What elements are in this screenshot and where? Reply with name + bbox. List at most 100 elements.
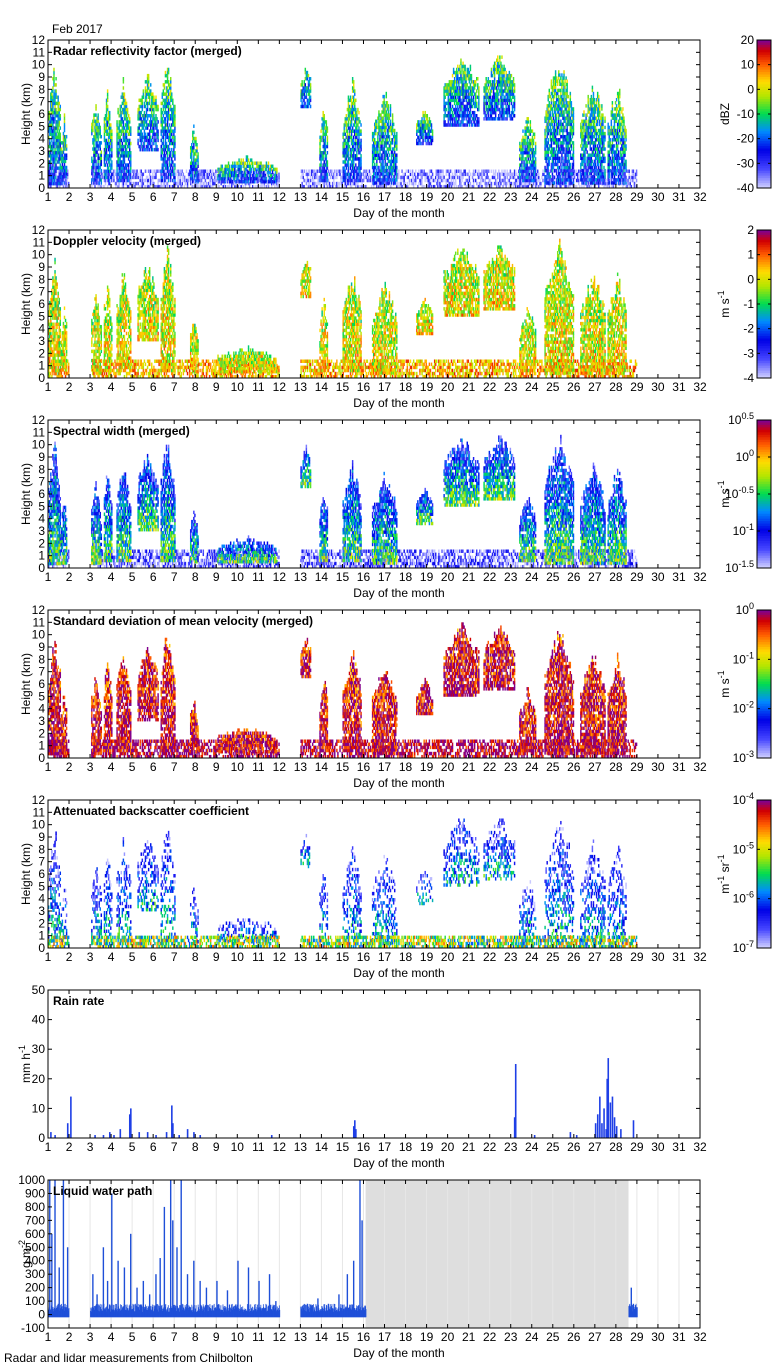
panel-1-cell-680 [106,148,107,151]
panel-1-cell-534 [95,107,96,110]
panel-1-cell-521 [95,153,96,156]
panel-1-cell-562 [97,160,98,163]
panel-1-cell-431 [66,157,67,160]
panel-1-cell-229 [55,77,56,80]
panel-1-cell-1123 [130,151,131,154]
panel-1-cell-526 [95,138,96,141]
panel-1-cell-1111 [129,117,130,120]
panel-1-cell-1024 [126,182,127,185]
panel-1-cell-1270 [145,86,146,89]
panel-1-cell-869 [118,133,119,136]
panel-1-cell-622 [101,141,102,144]
panel-1-cell-965 [123,120,124,123]
panel-1-cell-800 [111,129,112,132]
panel-1-cell-434 [66,144,67,147]
panel-1-cell-122 [52,123,53,126]
panel-1-cell-820 [116,166,117,169]
panel-1-cell-572 [97,120,98,123]
panel-1-cell-187 [54,129,55,132]
panel-1-cell-110 [52,166,53,169]
panel-1-cell-1219 [142,105,143,108]
panel-1-cell-852 [117,108,118,111]
panel-1-cell-1091 [128,114,129,117]
panel-1-cell-227 [55,89,56,92]
panel-1-cell-565 [97,147,98,150]
panel-1-cell-150 [53,139,54,142]
panel-1-cell-1143 [135,176,136,179]
panel-1-cell-712 [107,123,108,126]
panel-1-cell-911 [121,139,122,142]
panel-1-cell-533 [95,113,96,116]
panel-1-cell-952 [123,163,124,166]
panel-1-cell-327 [60,133,61,136]
panel-1-cell-1150 [137,173,138,176]
panel-1-cell-432 [66,153,67,156]
panel-1-cell-797 [111,139,112,142]
panel-1-cell-567 [97,138,98,141]
panel-1-cell-56 [50,151,51,154]
panel-1-cell-361 [62,153,63,156]
panel-1-cell-1241 [144,145,145,148]
panel-1-cell-1080 [128,163,129,166]
panel-1-cell-1049 [126,105,127,108]
panel-1-cell-1251 [144,111,145,114]
panel-1-cell-871 [118,126,119,129]
panel-1-cell-1221 [142,99,143,102]
panel-1-cell-328 [60,126,61,129]
panel-1-cell-166 [53,71,54,74]
panel-1-cell-433 [66,147,67,150]
panel-1-cell-210 [55,157,56,160]
panel-1-cell-683 [106,139,107,142]
panel-1-cell-459 [92,175,93,178]
panel-1-cell-544 [96,141,97,144]
panel-1-cell-798 [111,136,112,139]
panel-1-cell-226 [55,92,56,95]
panel-1-cell-957 [123,148,124,151]
panel-1-cell-1118 [130,166,131,169]
panel-1-cell-1247 [144,123,145,126]
panel-1-cell-1134 [133,182,134,185]
panel-1-cell-183 [54,148,55,151]
panel-1-cell-1037 [126,142,127,145]
panel-1-cell-793 [111,151,112,154]
panel-1-cell-1218 [142,108,143,111]
panel-1-cell-179 [54,160,55,163]
panel-1-cell-1246 [144,129,145,132]
panel-1-cell-694 [106,102,107,105]
panel-1-cell-450 [91,157,92,160]
panel-1-cell-1119 [130,163,131,166]
panel-1-cell-863 [118,151,119,154]
panel-1-cell-1125 [130,133,131,136]
panel-1-cell-888 [120,142,121,145]
panel-1-cell-1039 [126,136,127,139]
panel-1-cell-1172 [139,176,140,179]
panel-1-cell-792 [111,154,112,157]
panel-1-cell-1255 [145,179,146,182]
panel-1-cell-935 [122,142,123,145]
panel-1-cell-1032 [126,166,127,169]
panel-1-cell-1089 [128,123,129,126]
panel-1-cell-718 [107,96,108,99]
panel-1-cell-1120 [130,160,131,163]
panel-1-cell-998 [124,96,125,99]
panel-1-cell-1081 [128,157,129,160]
panel-1-cell-244 [56,129,57,132]
panel-1-cell-782 [110,126,111,129]
panel-1-cell-1121 [130,157,131,160]
panel-1-cell-607 [100,129,101,132]
panel-1-cell-1104 [129,145,130,148]
panel-1-cell-308 [59,102,60,105]
panel-1-cell-729 [108,166,109,169]
panel-1-cell-621 [101,150,102,153]
panel-1-cell-1106 [129,139,130,142]
panel-1-cell-1163 [138,126,139,129]
panel-1-cell-484 [93,144,94,147]
panel-1-cell-1122 [130,154,131,157]
panel-1-cell-799 [111,133,112,136]
panel-1-cell-279 [57,96,58,99]
panel-1-cell-167 [53,68,54,71]
panel-1-cell-401 [64,126,65,129]
panel-1-cells [48,55,637,188]
panel-1-cell-326 [60,136,61,139]
panel-1-cell-608 [100,126,101,129]
